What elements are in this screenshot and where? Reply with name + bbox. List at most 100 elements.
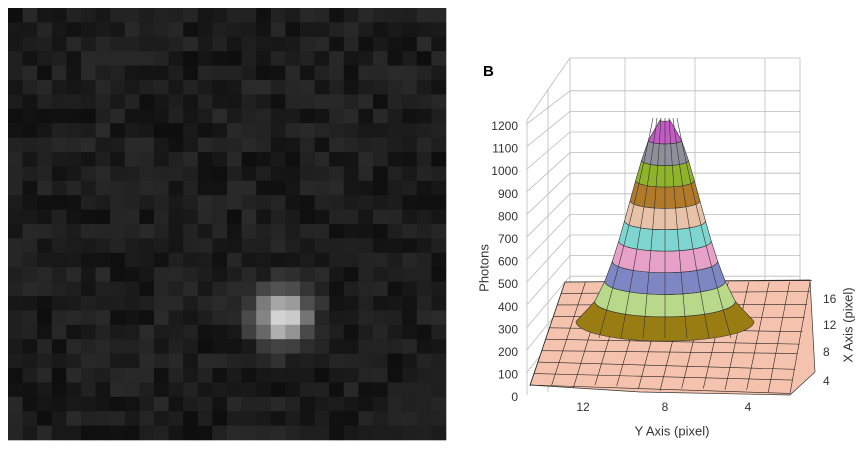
image-pixel: [270, 123, 286, 138]
image-pixel: [314, 65, 330, 81]
image-pixel: [124, 36, 140, 52]
image-pixel: [37, 22, 53, 38]
image-pixel: [110, 339, 126, 354]
image-pixel: [241, 353, 257, 369]
image-pixel: [22, 324, 38, 340]
image-pixel: [197, 238, 213, 254]
y-tick-label: 8: [662, 400, 669, 414]
image-pixel: [270, 80, 286, 95]
image-pixel: [402, 411, 418, 426]
image-pixel: [387, 267, 403, 282]
image-pixel: [110, 137, 126, 153]
image-pixel: [124, 209, 140, 225]
image-pixel: [168, 310, 184, 326]
image-pixel: [66, 238, 82, 254]
image-pixel: [66, 368, 82, 383]
image-pixel: [358, 94, 374, 110]
image-pixel: [387, 180, 403, 196]
image-pixel: [256, 137, 272, 153]
image-pixel: [314, 396, 330, 412]
image-pixel: [22, 137, 38, 153]
image-pixel: [300, 224, 315, 239]
image-pixel: [431, 425, 447, 441]
image-pixel: [51, 80, 67, 95]
image-pixel: [22, 425, 38, 441]
image-pixel: [329, 353, 345, 369]
image-pixel: [300, 152, 315, 167]
image-pixel: [270, 94, 286, 110]
image-pixel: [270, 8, 286, 23]
image-pixel: [241, 36, 257, 52]
image-pixel: [373, 166, 388, 182]
image-pixel: [139, 310, 155, 326]
image-pixel: [197, 152, 213, 167]
image-pixel: [183, 94, 199, 110]
x-axis-title: X Axis (pixel): [840, 287, 855, 362]
image-pixel: [51, 353, 67, 369]
image-pixel: [183, 80, 199, 95]
image-pixel: [95, 382, 111, 398]
image-pixel: [8, 22, 23, 38]
image-pixel: [256, 22, 272, 38]
image-pixel: [402, 51, 418, 66]
image-pixel: [22, 281, 38, 297]
image-pixel: [329, 339, 345, 354]
image-pixel: [314, 425, 330, 441]
peak-mesh: [598, 117, 654, 339]
image-pixel: [343, 324, 359, 340]
image-pixel: [154, 310, 169, 326]
image-pixel: [197, 195, 213, 210]
image-pixel: [402, 209, 418, 225]
image-pixel: [110, 281, 126, 297]
image-pixel: [139, 252, 155, 268]
image-pixel: [431, 411, 447, 426]
image-pixel: [387, 296, 403, 311]
image-pixel: [373, 353, 388, 369]
image-pixel: [183, 108, 199, 124]
image-pixel: [256, 267, 272, 282]
image-pixel: [329, 94, 345, 110]
image-pixel: [227, 252, 242, 268]
image-pixel: [51, 108, 67, 124]
image-pixel: [139, 36, 155, 52]
image-pixel: [270, 267, 286, 282]
image-pixel: [212, 36, 228, 52]
image-pixel: [95, 36, 111, 52]
image-pixel: [37, 36, 53, 52]
image-pixel: [300, 281, 315, 297]
image-pixel: [314, 36, 330, 52]
image-pixel: [66, 137, 82, 153]
image-pixel: [66, 425, 82, 441]
image-pixel: [270, 339, 286, 354]
image-pixel: [183, 324, 199, 340]
image-pixel: [329, 209, 345, 225]
image-pixel: [241, 238, 257, 254]
image-pixel: [314, 8, 330, 23]
image-pixel: [256, 123, 272, 138]
image-pixel: [343, 108, 359, 124]
image-pixel: [51, 382, 67, 398]
image-pixel: [22, 238, 38, 254]
image-pixel: [343, 252, 359, 268]
image-pixel: [314, 238, 330, 254]
image-pixel: [51, 22, 67, 38]
image-pixel: [154, 267, 169, 282]
image-pixel: [95, 123, 111, 138]
image-pixel: [416, 324, 432, 340]
image-pixel: [8, 80, 23, 95]
image-pixel: [139, 108, 155, 124]
image-pixel: [402, 195, 418, 210]
image-pixel: [124, 180, 140, 196]
image-pixel: [197, 224, 213, 239]
image-pixel: [124, 80, 140, 95]
image-pixel: [110, 152, 126, 167]
image-pixel: [227, 180, 242, 196]
mesh-line: [545, 338, 800, 345]
image-pixel: [81, 8, 96, 23]
image-pixel: [8, 180, 23, 196]
image-pixel: [95, 224, 111, 239]
image-pixel: [139, 238, 155, 254]
image-pixel: [168, 8, 184, 23]
image-pixel: [416, 94, 432, 110]
image-pixel: [285, 137, 301, 153]
